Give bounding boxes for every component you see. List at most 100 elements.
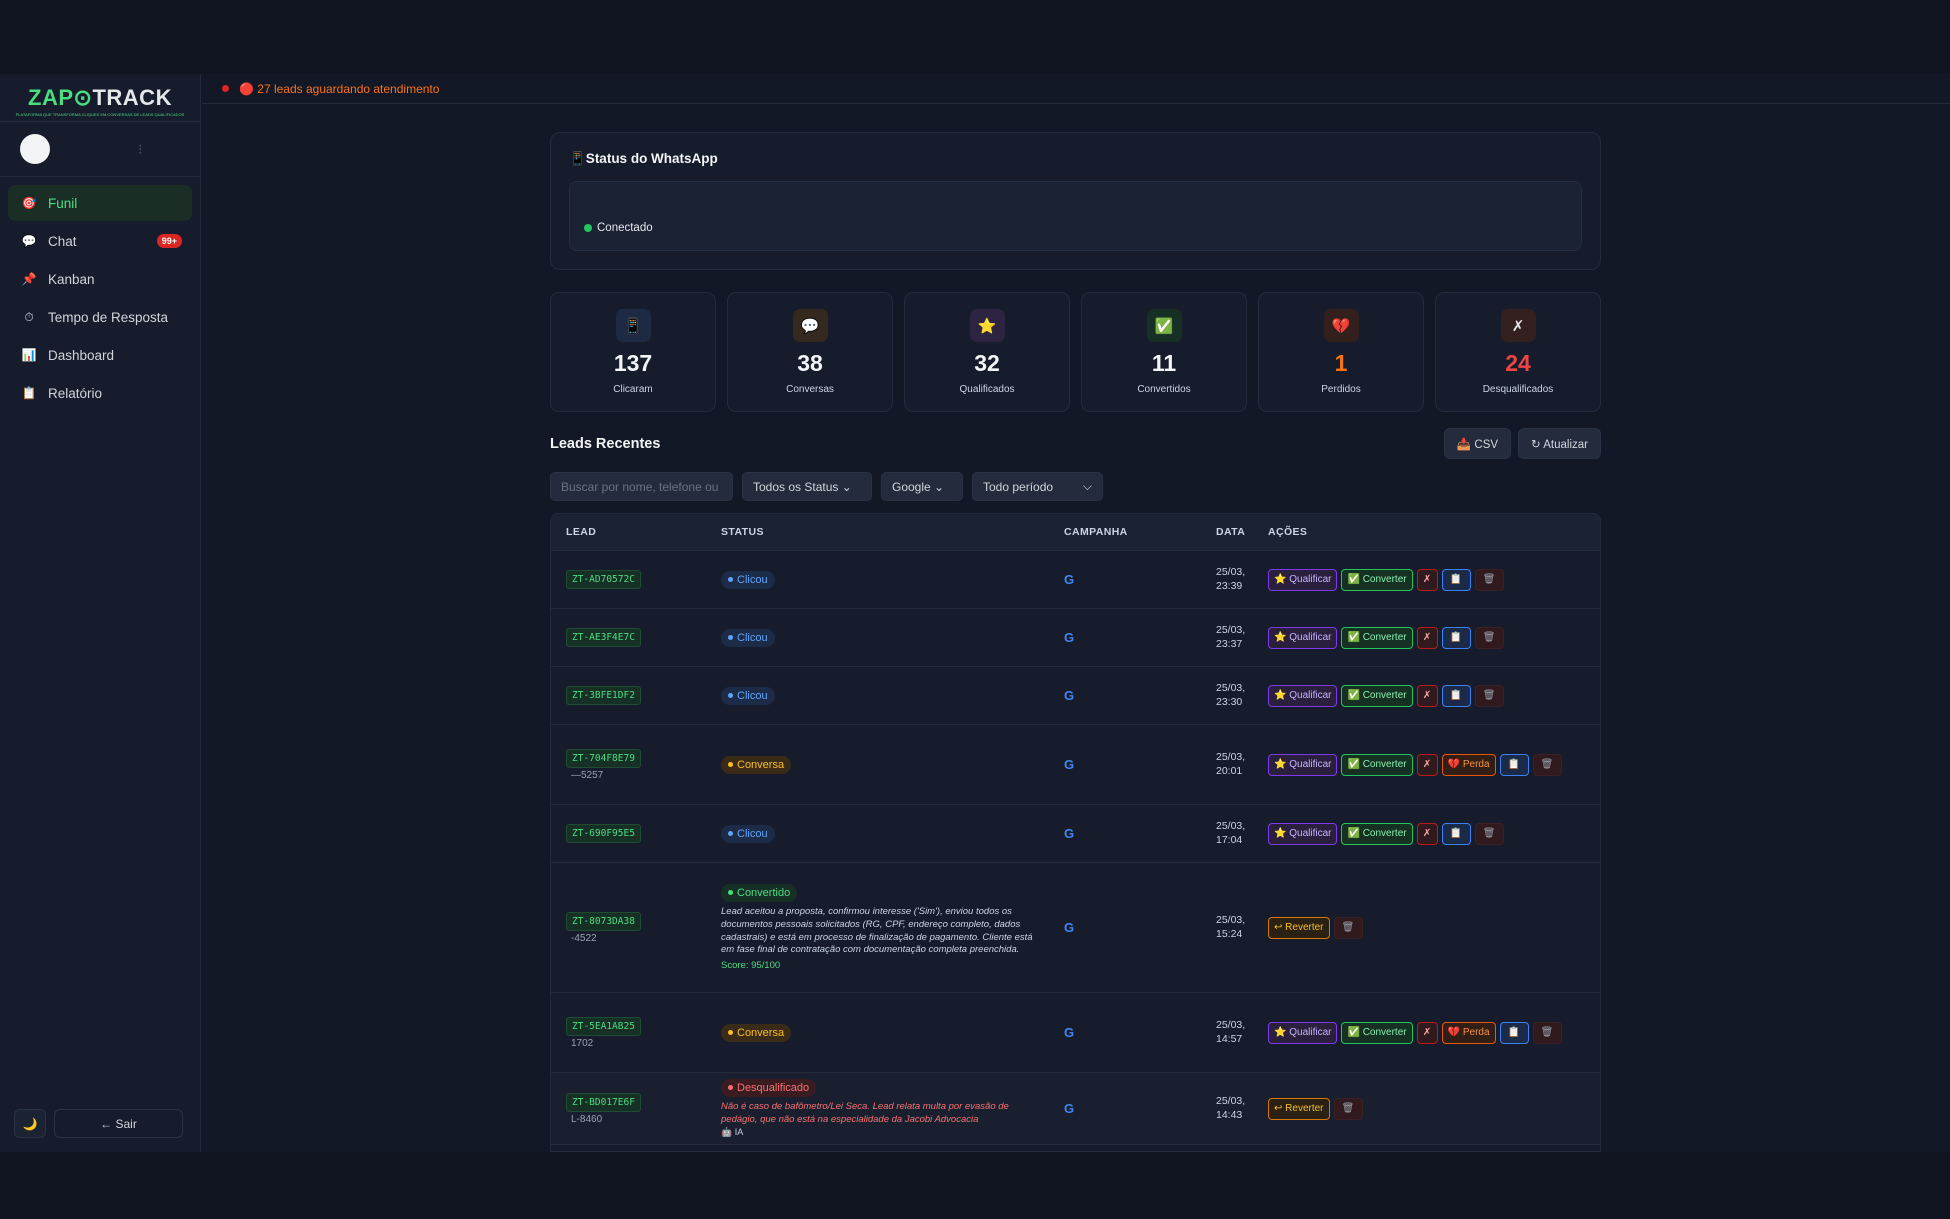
convert-button[interactable]: ✅ Converter — [1341, 626, 1413, 649]
sidebar-item-tempo-de-resposta[interactable]: ⏱ Tempo de Resposta — [8, 299, 192, 335]
avatar[interactable] — [20, 134, 50, 164]
lead-id-badge[interactable]: ZT-AD70572C — [566, 570, 641, 589]
delete-button[interactable]: 🗑 — [1474, 568, 1504, 591]
table-row[interactable]: ZT-AD70572C Clicou G 25/03, 23:39 ⭐ Qualifica… — [551, 551, 1600, 609]
qualify-button[interactable]: ⭐ Qualificar — [1268, 684, 1338, 707]
delete-button[interactable]: 🗑 — [1474, 684, 1504, 707]
lead-id-badge[interactable]: ZT-BD017E6F — [566, 1092, 641, 1112]
notes-button[interactable]: 📋 — [1441, 684, 1471, 707]
logo[interactable]: ZAP⊙TRACK PLATAFORMA QUE TRANSFORMA CLIQ… — [0, 74, 200, 122]
disqualify-button[interactable]: ✗ — [1416, 822, 1438, 845]
table-row[interactable]: ZT-5EA1AB25 1702 Conversa G 25/03, 14:57 ⭐ Qua… — [551, 993, 1600, 1073]
sidebar-item-dashboard[interactable]: 📊 Dashboard — [8, 337, 192, 373]
nav-item-icon: 📌 — [21, 272, 37, 286]
export-csv-button[interactable]: 📥 CSV — [1443, 428, 1512, 459]
campaign-cell: G — [1049, 688, 1201, 704]
sidebar-item-label: Chat — [48, 233, 77, 249]
stat-icon: 💔 — [1323, 309, 1359, 342]
search-input[interactable]: Buscar por nome, telefone ou — [550, 472, 733, 501]
notes-button[interactable]: 📋 — [1441, 568, 1471, 591]
date-cell: 25/03, 15:24 — [1201, 914, 1268, 941]
revert-button[interactable]: ↩ Reverter — [1268, 916, 1330, 939]
disqualify-button[interactable]: ✗ — [1416, 753, 1438, 776]
convert-button[interactable]: ✅ Converter — [1341, 753, 1413, 776]
app: ZAP⊙TRACK PLATAFORMA QUE TRANSFORMA CLIQ… — [0, 74, 1950, 1152]
date-cell: 25/03, 14:57 — [1201, 1019, 1268, 1046]
convert-button[interactable]: ✅ Converter — [1341, 1021, 1413, 1044]
actions-cell: ⭐ Qualificar ✅ Converter ✗ 📋 🗑 — [1268, 684, 1600, 707]
sidebar-item-funil[interactable]: 🎯 Funil — [8, 185, 192, 221]
notes-button[interactable]: 📋 — [1499, 1021, 1529, 1044]
table-row[interactable]: ZT-AE3F4E7C Clicou G 25/03, 23:37 ⭐ Qualifica… — [551, 609, 1600, 667]
stat-label: Perdidos — [1321, 384, 1361, 395]
notes-button[interactable]: 📋 — [1441, 626, 1471, 649]
notes-button[interactable]: 📋 — [1441, 822, 1471, 845]
lead-id-badge[interactable]: ZT-AE3F4E7C — [566, 628, 641, 647]
date-cell: 25/03, 23:37 — [1201, 624, 1268, 651]
notes-button[interactable]: 📋 — [1499, 753, 1529, 776]
delete-button[interactable]: 🗑 — [1474, 822, 1504, 845]
pending-leads-alert[interactable]: 🔴 27 leads aguardando atendimento — [239, 81, 440, 96]
disqualify-button[interactable]: ✗ — [1416, 1021, 1438, 1044]
lead-id-badge[interactable]: ZT-5EA1AB25 — [566, 1016, 641, 1036]
whatsapp-connection-status: Conectado — [584, 222, 653, 234]
convert-button[interactable]: ✅ Converter — [1341, 822, 1413, 845]
table-row[interactable]: ZT-690F95E5 Clicou G 25/03, 17:04 ⭐ Qualifica… — [551, 805, 1600, 863]
user-profile[interactable]: ⁝ — [0, 122, 200, 177]
stat-card-desqualificados[interactable]: ✗ 24 Desqualificados — [1435, 292, 1601, 412]
user-name-redacted: ⁝ — [138, 140, 143, 157]
revert-button[interactable]: ↩ Reverter — [1268, 1097, 1330, 1120]
theme-toggle-button[interactable]: 🌙 — [14, 1109, 46, 1138]
lead-id-badge[interactable]: ZT-3BFE1DF2 — [566, 686, 641, 705]
convert-button[interactable]: ✅ Converter — [1341, 684, 1413, 707]
disqualify-button[interactable]: ✗ — [1416, 684, 1438, 707]
table-row[interactable]: ZT-704F8E79 —5257 Conversa G 25/03, 20:01 ⭐ Qu… — [551, 725, 1600, 805]
date-day: 25/03, — [1216, 819, 1246, 832]
date-time: 14:43 — [1216, 1108, 1243, 1121]
qualify-button[interactable]: ⭐ Qualificar — [1268, 626, 1338, 649]
status-dot-icon — [728, 831, 733, 836]
stat-card-convertidos[interactable]: ✅ 11 Convertidos — [1081, 292, 1247, 412]
status-dot-icon — [728, 890, 733, 896]
mark-lost-button[interactable]: 💔 Perda — [1441, 753, 1496, 776]
qualify-button[interactable]: ⭐ Qualificar — [1268, 822, 1338, 845]
lead-id-badge[interactable]: ZT-704F8E79 — [566, 748, 641, 768]
disqualify-button[interactable]: ✗ — [1416, 626, 1438, 649]
status-dot-icon — [728, 1085, 733, 1091]
nav-item-icon: 🎯 — [21, 196, 37, 210]
stat-card-conversas[interactable]: 💬 38 Conversas — [727, 292, 893, 412]
sidebar-item-kanban[interactable]: 📌 Kanban — [8, 261, 192, 297]
table-row[interactable]: ZT-3BFE1DF2 Clicou G 25/03, 23:30 ⭐ Qualifica… — [551, 667, 1600, 725]
table-row[interactable]: ZT-BD017E6F L-8460 Desqualificado Não é cas… — [551, 1073, 1600, 1145]
sidebar-item-chat[interactable]: 💬 Chat 99+ — [8, 223, 192, 259]
lead-id-badge[interactable]: ZT-690F95E5 — [566, 824, 641, 843]
lead-id-badge[interactable]: ZT-8073DA38 — [566, 911, 641, 931]
delete-button[interactable]: 🗑 — [1474, 626, 1504, 649]
refresh-button[interactable]: ↻ Atualizar — [1518, 428, 1601, 459]
qualify-button[interactable]: ⭐ Qualificar — [1268, 753, 1338, 776]
date-time: 20:01 — [1216, 764, 1243, 777]
nav-item-icon: ⏱ — [24, 309, 34, 324]
delete-button[interactable]: 🗑 — [1333, 1097, 1363, 1120]
delete-button[interactable]: 🗑 — [1532, 1021, 1562, 1044]
period-filter-select[interactable]: Todo período ⌵ — [972, 472, 1103, 501]
stat-card-qualificados[interactable]: ⭐ 32 Qualificados — [904, 292, 1070, 412]
status-dot-icon — [728, 635, 733, 640]
date-day: 25/03, — [1216, 1094, 1246, 1107]
stat-card-perdidos[interactable]: 💔 1 Perdidos — [1258, 292, 1424, 412]
disqualify-button[interactable]: ✗ — [1416, 568, 1438, 591]
mark-lost-button[interactable]: 💔 Perda — [1441, 1021, 1496, 1044]
delete-button[interactable]: 🗑 — [1532, 753, 1562, 776]
logout-button[interactable]: ← Sair — [54, 1109, 183, 1138]
sidebar-item-relatório[interactable]: 📋 Relatório — [8, 375, 192, 411]
status-filter-select[interactable]: Todos os Status ⌄ — [742, 472, 872, 501]
stat-card-clicaram[interactable]: 📱 137 Clicaram — [550, 292, 716, 412]
qualify-button[interactable]: ⭐ Qualificar — [1268, 1021, 1338, 1044]
delete-button[interactable]: 🗑 — [1333, 916, 1363, 939]
column-header: STATUS — [721, 526, 764, 538]
qualify-button[interactable]: ⭐ Qualificar — [1268, 568, 1338, 591]
lead-cell: ZT-690F95E5 — [551, 824, 706, 843]
convert-button[interactable]: ✅ Converter — [1341, 568, 1413, 591]
table-row[interactable]: ZT-8073DA38 -4522 Convertido Lead aceitou a… — [551, 863, 1600, 993]
campaign-filter-select[interactable]: Google ⌄ — [881, 472, 963, 501]
